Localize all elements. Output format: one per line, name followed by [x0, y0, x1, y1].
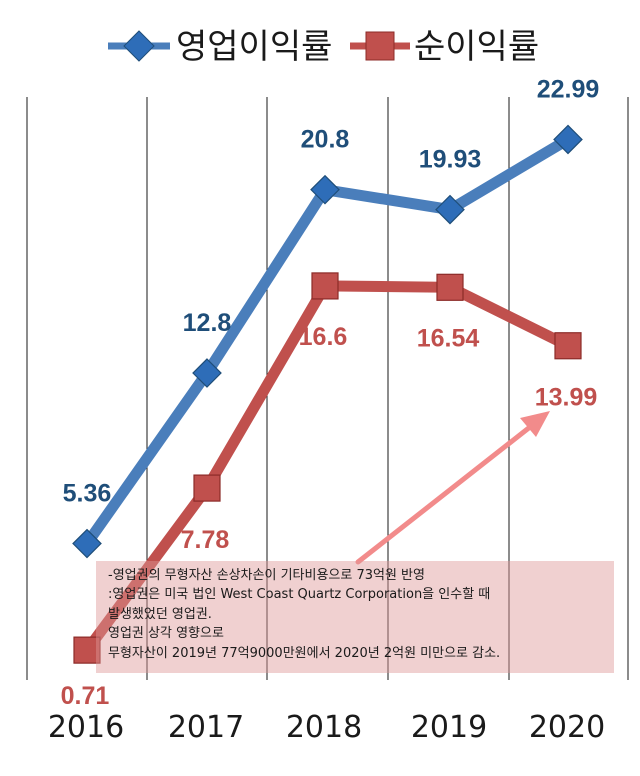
x-tick-label: 2020 — [529, 710, 605, 745]
legend-diamond-marker — [123, 30, 155, 62]
data-label-operating-margin: 12.8 — [183, 309, 232, 337]
annotation-line: :영업권은 미국 법인 West Coast Quartz Corporatio… — [108, 587, 491, 603]
annotation-line: -영업권의 무형자산 손상차손이 기타비용으로 73억원 반영 — [108, 568, 425, 583]
square-marker — [436, 273, 464, 301]
x-tick-label: 2016 — [48, 710, 124, 745]
annotation-line: 영업권 상각 영향으로 — [108, 626, 224, 642]
diamond-marker — [435, 194, 465, 225]
diamond-marker — [192, 358, 222, 388]
square-marker — [554, 332, 582, 360]
data-label-net-margin: 13.99 — [535, 384, 598, 412]
data-label-operating-margin: 20.8 — [301, 126, 350, 154]
diamond-marker — [553, 124, 583, 155]
data-label-operating-margin: 22.99 — [537, 75, 600, 103]
data-label-operating-margin: 19.93 — [419, 146, 482, 174]
data-label-net-margin: 0.71 — [61, 682, 110, 710]
annotation-line: 무형자산이 2019년 77억9000만원에서 2020년 2억원 미만으로 감… — [108, 645, 501, 661]
data-label-operating-margin: 5.36 — [63, 480, 112, 508]
legend-square-marker — [365, 31, 395, 61]
square-marker — [311, 272, 339, 300]
chart-legend: 영업이익률 순이익률 — [108, 27, 539, 67]
legend-label: 순이익률 — [414, 27, 539, 67]
x-tick-label: 2019 — [411, 710, 487, 745]
annotation-arrow-head — [520, 411, 550, 437]
data-label-net-margin: 7.78 — [181, 526, 230, 554]
annotation-line: 발생했었던 영업권. — [108, 606, 212, 622]
data-label-net-margin: 16.6 — [299, 323, 348, 351]
x-tick-label: 2017 — [168, 710, 244, 745]
data-label-net-margin: 16.54 — [417, 324, 480, 352]
x-axis-tick-labels: 2016 2017 2018 2019 2020 — [48, 710, 605, 745]
diamond-marker — [72, 528, 102, 559]
diamond-marker — [310, 174, 340, 205]
legend-label: 영업이익률 — [176, 27, 332, 67]
square-marker — [73, 636, 101, 664]
data-labels: 5.36 12.8 20.8 19.93 22.99 0.71 7.78 16.6 16.54 1… — [61, 75, 600, 710]
series-markers — [72, 124, 583, 664]
square-marker — [193, 474, 221, 502]
annotation-arrow — [355, 411, 550, 565]
annotation-arrow-shaft — [355, 424, 533, 565]
annotation-note-box: -영업권의 무형자산 손상차손이 기타비용으로 73억원 반영 :영업권은 미국… — [96, 561, 614, 673]
x-tick-label: 2018 — [286, 710, 362, 745]
